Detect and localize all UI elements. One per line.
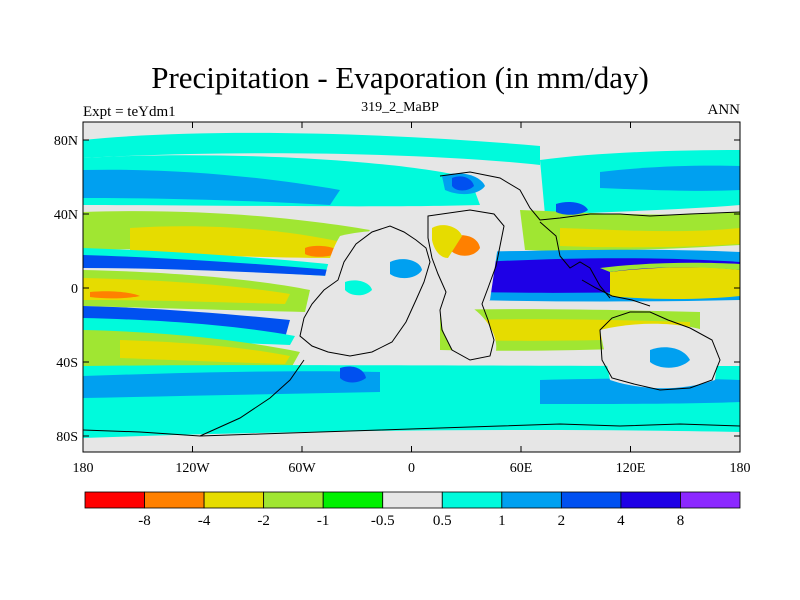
- coast-antarctic-peninsula: [199, 359, 305, 437]
- lat-tick-label: 40N: [54, 208, 78, 223]
- field-north-cyan: [83, 132, 540, 165]
- lat-tick-label: 80S: [56, 430, 78, 445]
- colorbar-label: -2: [257, 513, 270, 529]
- lon-tick-label: 120W: [175, 461, 210, 476]
- lon-tick-label: 180: [730, 461, 751, 476]
- plot-title: Precipitation - Evaporation (in mm/day): [151, 60, 649, 95]
- lon-tick-label: 180: [73, 461, 94, 476]
- colorbar-label: -0.5: [371, 513, 395, 529]
- field-southern-blue: [83, 371, 380, 398]
- colorbar-swatch: [441, 491, 503, 509]
- season-label: ANN: [707, 102, 741, 118]
- colorbar-swatch: [620, 491, 681, 509]
- coast-africa: [427, 209, 505, 361]
- colorbar-swatch: [263, 491, 324, 509]
- colorbar-label: -1: [317, 513, 330, 529]
- coast-australia: [599, 311, 721, 391]
- field-north-dry-orange: [305, 245, 340, 257]
- longitude-axis: 180 120W 60W 0 60E 120E 180: [73, 122, 751, 476]
- colorbar-swatch: [501, 491, 562, 509]
- field-north-dry-yellow: [130, 226, 350, 258]
- coastlines: [83, 171, 740, 437]
- field-ind-green: [600, 262, 740, 272]
- colorbar-label: 0.5: [433, 513, 452, 529]
- coast-india: [539, 221, 611, 299]
- plot-subtitle: 319_2_MaBP: [361, 100, 439, 115]
- field-safrica: [440, 306, 497, 360]
- field-sea-blue-5: [650, 347, 690, 368]
- field-ind-yellow: [610, 267, 740, 299]
- field-ne-blue: [600, 165, 740, 191]
- lon-tick-label: 120E: [616, 461, 646, 476]
- field-south-dry-yellow: [120, 340, 290, 364]
- field-nafrica-yellow: [432, 225, 462, 258]
- colorbar-label: 8: [677, 513, 685, 529]
- map-field: [83, 122, 740, 452]
- coast-americas: [299, 225, 431, 357]
- field-eq-yellow: [83, 278, 290, 304]
- coast-seasia: [581, 279, 651, 307]
- lat-tick-label: 40S: [56, 356, 78, 371]
- field-itcz-blue: [83, 255, 330, 276]
- colorbar-swatch: [322, 491, 384, 509]
- colorbar-label: -4: [198, 513, 211, 529]
- field-sea-blue-3: [556, 202, 588, 215]
- field-eq-orange: [90, 291, 140, 299]
- colorbar-swatch: [144, 491, 205, 509]
- lat-tick-label: 0: [71, 282, 78, 297]
- experiment-label: Expt = teYdm1: [83, 104, 176, 120]
- lat-tick-label: 80N: [54, 134, 78, 149]
- colorbar-swatch: [382, 491, 443, 509]
- field-ne-dry-yellow: [560, 228, 740, 248]
- lon-tick-label: 60W: [288, 461, 316, 476]
- field-antarctic-grey: [83, 430, 740, 452]
- colorbar-label: 4: [617, 513, 625, 529]
- colorbar-swatch: [560, 491, 622, 509]
- field-sam-blue-blob: [390, 259, 422, 279]
- colorbar-swatch: [203, 491, 265, 509]
- field-sea-blue-4: [340, 366, 366, 383]
- latitude-axis: 80N 40N 0 40S 80S: [54, 134, 740, 445]
- field-sam-cyan-blob: [345, 280, 372, 296]
- colorbar-swatch: [680, 491, 741, 509]
- colorbar-label: 2: [558, 513, 566, 529]
- colorbar-label: -8: [138, 513, 151, 529]
- lon-tick-label: 0: [408, 461, 415, 476]
- coast-antarctica: [83, 423, 740, 437]
- coast-eurasia: [439, 171, 740, 221]
- lon-tick-label: 60E: [510, 461, 533, 476]
- field-sea-blue-2: [452, 176, 474, 191]
- field-north-blue: [83, 169, 340, 205]
- colorbar: -8 -4 -2 -1 -0.5 0.5 1 2 4 8: [84, 491, 741, 529]
- colorbar-swatch: [84, 491, 145, 509]
- colorbar-label: 1: [498, 513, 506, 529]
